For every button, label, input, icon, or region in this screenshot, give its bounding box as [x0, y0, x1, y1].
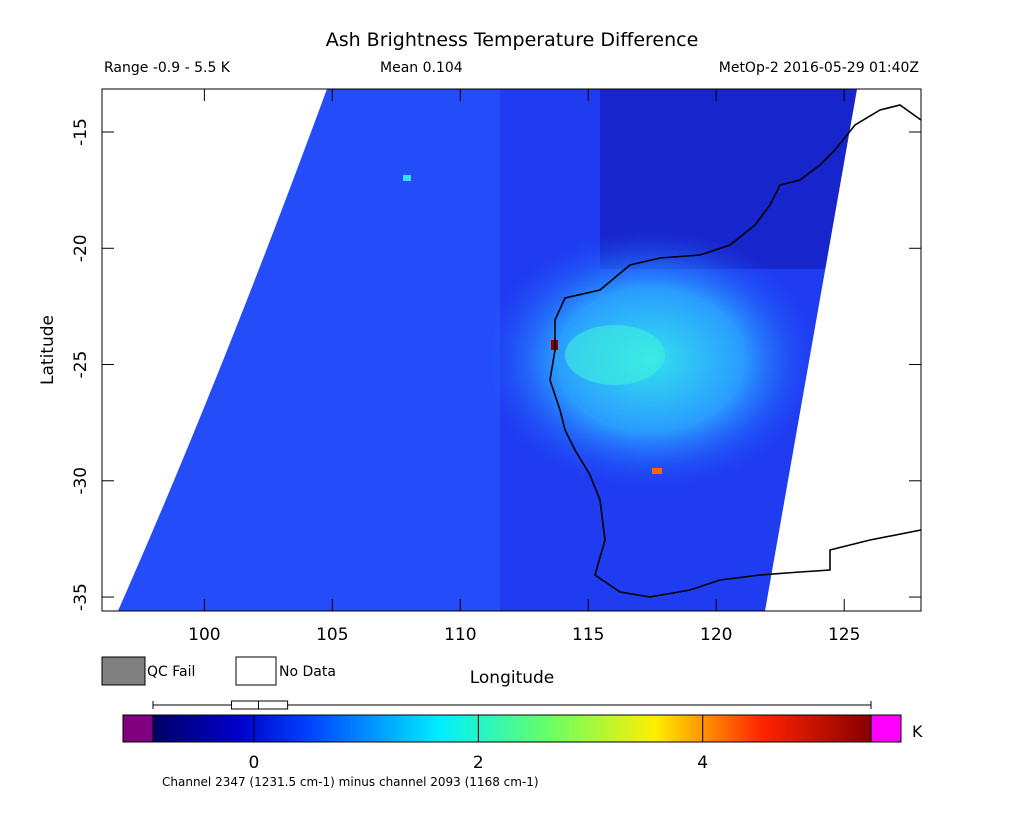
caption: Channel 2347 (1231.5 cm-1) minus channel… [162, 775, 539, 789]
swath-shade [118, 89, 500, 611]
y-tick-label: -25 [71, 351, 91, 379]
y-tick-label: -35 [71, 583, 91, 611]
x-tick-label: 125 [828, 625, 860, 645]
hot-pixel [652, 468, 662, 474]
coastline [549, 104, 922, 598]
x-tick-label: 110 [444, 625, 476, 645]
colorbar [152, 714, 872, 743]
colorbar-tick-label: 4 [697, 753, 708, 773]
swath [118, 89, 857, 611]
y-axis-label: Latitude [38, 315, 58, 385]
title: Ash Brightness Temperature Difference [326, 29, 699, 51]
range: Range -0.9 - 5.5 K [104, 60, 231, 76]
x-axis-label: Longitude [470, 668, 555, 688]
qc-fail-swatch [101, 656, 146, 686]
y-tick-label: -15 [71, 118, 91, 146]
qc-fail-label: QC Fail [147, 664, 195, 680]
source: MetOp-2 2016-05-29 01:40Z [719, 60, 919, 76]
no-data-swatch [235, 656, 277, 686]
x-tick-label: 115 [572, 625, 604, 645]
mean: Mean 0.104 [380, 60, 463, 76]
swath-anomaly [565, 325, 665, 385]
no-data-label: No Data [279, 664, 336, 680]
underflow [122, 714, 154, 743]
unit: K [912, 722, 923, 741]
y-tick-label: -20 [71, 234, 91, 262]
box [231, 700, 289, 710]
x-tick-label: 120 [700, 625, 732, 645]
y-tick-label: -30 [71, 467, 91, 495]
colorbar-tick-label: 0 [249, 753, 260, 773]
colorbar-tick-label: 2 [473, 753, 484, 773]
x-tick-label: 100 [188, 625, 220, 645]
plot-frame [101, 88, 922, 612]
x-tick-label: 105 [316, 625, 348, 645]
overflow [870, 714, 902, 743]
hot-pixel [403, 175, 411, 181]
